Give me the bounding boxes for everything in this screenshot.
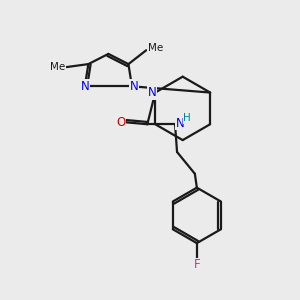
Text: F: F [194, 258, 200, 272]
Text: N: N [130, 80, 138, 93]
Text: N: N [176, 117, 184, 130]
Text: O: O [116, 116, 125, 129]
Text: N: N [80, 80, 89, 93]
Text: Me: Me [148, 43, 163, 53]
Text: N: N [148, 86, 157, 99]
Text: H: H [183, 113, 191, 123]
Text: Me: Me [50, 62, 65, 72]
